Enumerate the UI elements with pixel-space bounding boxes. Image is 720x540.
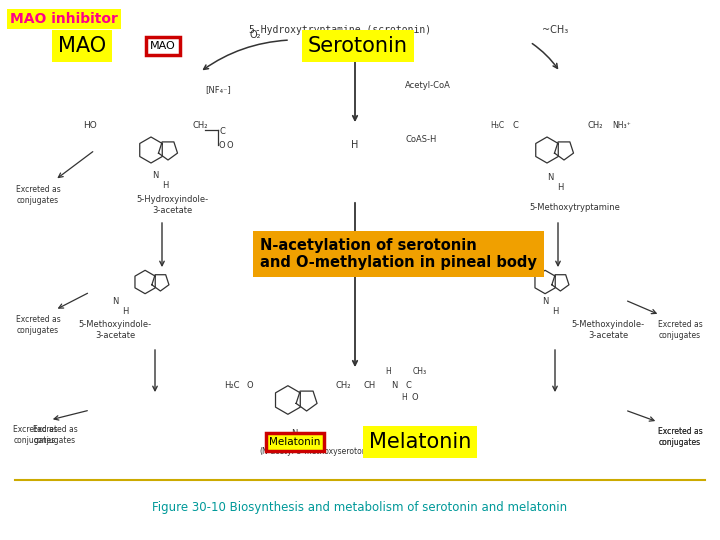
- Text: 5-Methoxyindole-
3-acetate: 5-Methoxyindole- 3-acetate: [572, 320, 644, 340]
- Text: 5-Methoxytryptamine: 5-Methoxytryptamine: [530, 202, 621, 212]
- Text: H: H: [557, 184, 563, 192]
- Text: 5-Hydroxytryptamine (scrotonin): 5-Hydroxytryptamine (scrotonin): [249, 25, 431, 35]
- Text: [NF₄⁻]: [NF₄⁻]: [205, 85, 231, 94]
- Text: CH₃: CH₃: [413, 368, 427, 376]
- Text: H: H: [351, 140, 359, 150]
- Text: ~CH₃: ~CH₃: [542, 25, 568, 35]
- Text: H: H: [303, 438, 309, 448]
- Text: HO: HO: [83, 120, 97, 130]
- Text: H₃C: H₃C: [490, 120, 504, 130]
- Text: O: O: [412, 393, 418, 402]
- Text: N: N: [542, 298, 548, 307]
- Text: H: H: [385, 368, 391, 376]
- Text: O: O: [247, 381, 253, 389]
- Text: Figure 30-10 Biosynthesis and metabolism of serotonin and melatonin: Figure 30-10 Biosynthesis and metabolism…: [153, 502, 567, 515]
- Text: H: H: [122, 307, 128, 316]
- Text: O: O: [219, 140, 225, 150]
- Text: Serotonin: Serotonin: [308, 36, 408, 56]
- Text: MAO inhibitor: MAO inhibitor: [10, 12, 118, 26]
- Text: Acetyl-CoA: Acetyl-CoA: [405, 80, 451, 90]
- Text: H: H: [162, 180, 168, 190]
- Text: Excreted as
conjugates: Excreted as conjugates: [13, 426, 58, 445]
- Text: O: O: [227, 140, 233, 150]
- Text: H₂C: H₂C: [224, 381, 240, 389]
- Text: Excreted as
conjugates: Excreted as conjugates: [16, 185, 60, 205]
- Text: Excreted as
conjugates: Excreted as conjugates: [16, 315, 60, 335]
- Text: N-acetylation of serotonin
and O-methylation in pineal body: N-acetylation of serotonin and O-methyla…: [260, 238, 537, 270]
- Text: N: N: [546, 173, 553, 183]
- Text: C: C: [219, 127, 225, 137]
- Text: H: H: [401, 393, 407, 402]
- Text: Melatonin: Melatonin: [369, 432, 471, 452]
- Text: O₂: O₂: [249, 30, 261, 40]
- Text: N: N: [391, 381, 397, 389]
- Text: C: C: [405, 381, 411, 389]
- Text: CH₂: CH₂: [336, 381, 351, 389]
- Text: CH₂: CH₂: [192, 120, 208, 130]
- Text: Excreted as
conjugates: Excreted as conjugates: [657, 427, 703, 447]
- Text: CH₂: CH₂: [588, 120, 603, 130]
- Text: Excreted as
conjugates: Excreted as conjugates: [32, 426, 77, 445]
- Text: N: N: [152, 171, 158, 179]
- Text: N: N: [112, 298, 118, 307]
- Text: (N-acetyl-5-methoxyserotonin): (N-acetyl-5-methoxyserotonin): [259, 448, 377, 456]
- Text: CH: CH: [364, 381, 376, 389]
- Text: NH₃⁺: NH₃⁺: [613, 120, 631, 130]
- Text: Excreted as
conjugates: Excreted as conjugates: [657, 427, 703, 447]
- Text: H: H: [552, 307, 558, 316]
- Text: C: C: [512, 120, 518, 130]
- Text: Melatonin: Melatonin: [269, 437, 320, 447]
- Text: 5-Methoxyindole-
3-acetate: 5-Methoxyindole- 3-acetate: [78, 320, 152, 340]
- Text: Excreted as
conjugates: Excreted as conjugates: [657, 320, 703, 340]
- Text: CoAS-H: CoAS-H: [405, 136, 436, 145]
- Text: N: N: [291, 429, 297, 437]
- Text: 5-Hydroxyindole-
3-acetate: 5-Hydroxyindole- 3-acetate: [136, 195, 208, 215]
- Text: MAO: MAO: [58, 36, 106, 56]
- Text: MAO: MAO: [150, 41, 176, 51]
